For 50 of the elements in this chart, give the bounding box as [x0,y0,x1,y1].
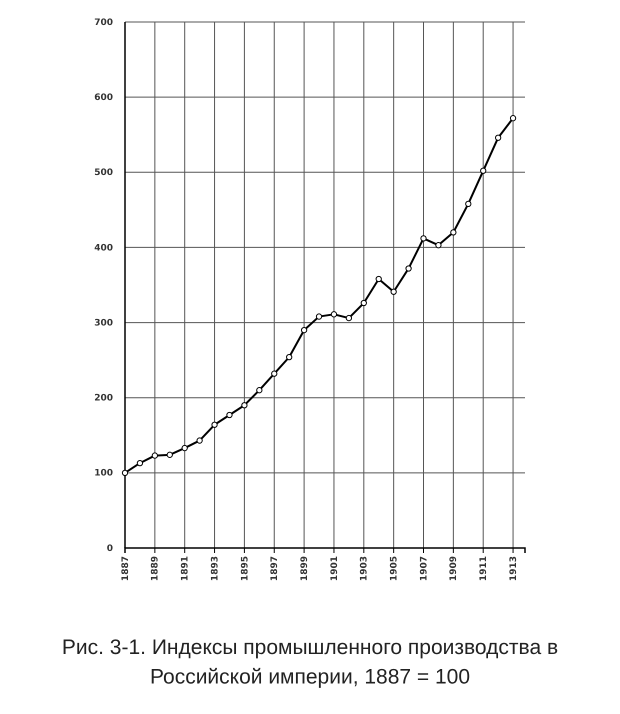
x-tick-label: 1907 [419,556,430,582]
point [316,313,322,320]
point [465,200,472,207]
x-tick-label: 1903 [360,556,370,582]
point [480,168,486,174]
y-tick-label: 300 [94,318,113,328]
point [196,437,203,444]
point [271,370,278,377]
point [166,452,173,458]
point [450,229,457,236]
point [420,235,427,242]
x-tick-label: 1887 [120,556,131,582]
x-tick-label: 1911 [479,556,490,582]
text: Рис. 3-1. Индексы промышленного производства в Российской империи, 1887 = 100 [62,636,558,688]
point [405,265,412,272]
point [360,300,367,306]
y-tick-label: 700 [94,18,113,28]
y-tick-label: 600 [94,93,113,104]
point [494,134,502,141]
y-tick-label: 400 [94,243,113,254]
y-tick-label: 200 [94,394,113,404]
point [122,470,128,476]
point [136,460,144,466]
point [256,387,262,394]
x-tick-label: 1891 [180,556,191,582]
point [182,444,188,452]
point [510,115,516,122]
x-tick-label: 1909 [449,556,460,582]
point [300,326,308,334]
point [346,314,352,322]
point [226,412,233,418]
point [330,311,338,318]
x-tick-label: 1901 [330,556,340,582]
point [376,276,382,282]
x-tick-label: 1895 [240,556,250,582]
point [241,402,248,408]
x-tick-label: 1913 [508,556,519,582]
point [435,242,442,248]
x-tick-label: 1899 [300,556,310,582]
point [211,422,218,428]
x-tick-label: 1905 [390,556,400,582]
y-tick-label: 500 [94,168,113,178]
y-tick-label: 0 [106,544,113,554]
point [390,288,397,295]
x-tick-label: 1889 [150,556,161,582]
x-tick-label: 1893 [210,556,220,582]
point [286,354,292,360]
point [152,452,158,459]
x-tick-label: 1897 [270,556,280,582]
y-tick-label: 100 [94,468,113,479]
